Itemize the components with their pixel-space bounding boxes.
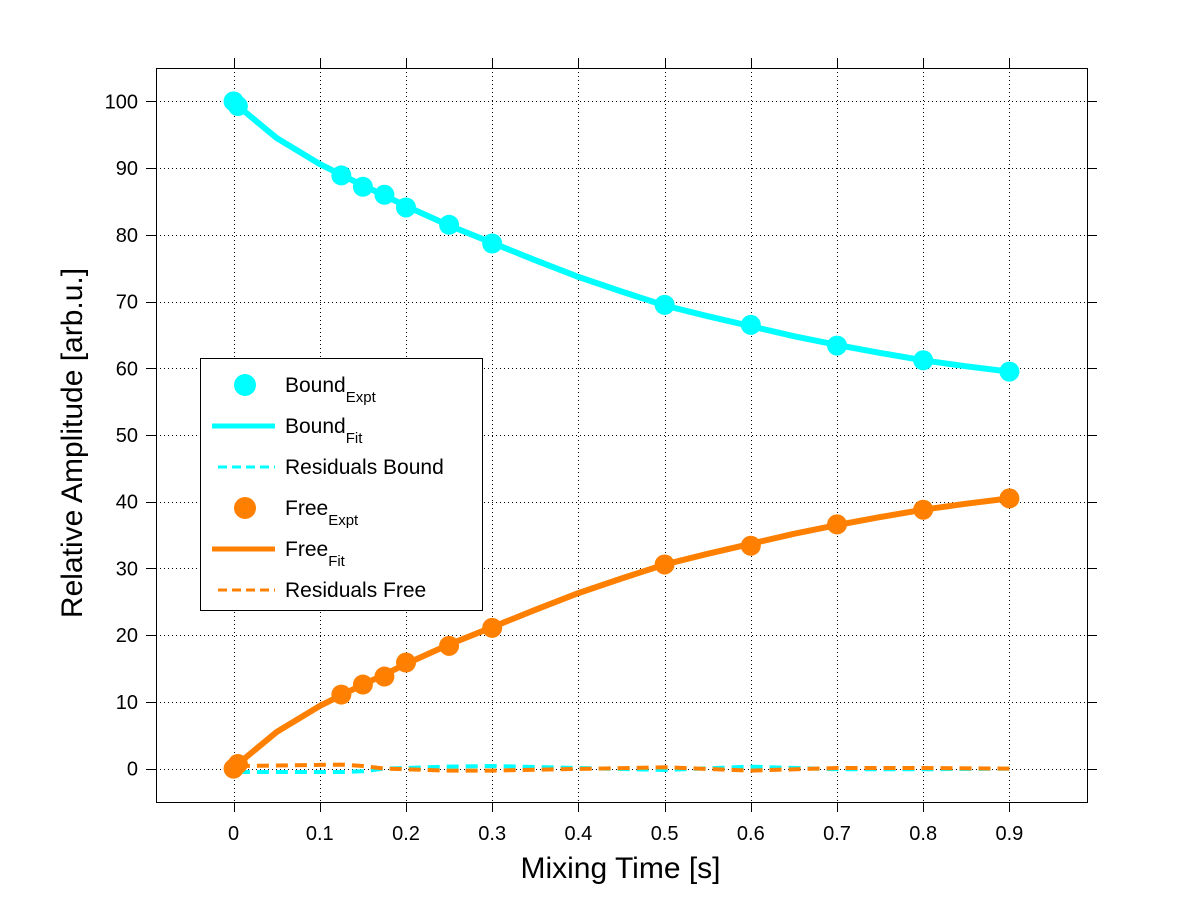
legend-item-residuals-free[interactable]: Residuals Free bbox=[218, 579, 426, 602]
x-tick-label: 0.5 bbox=[651, 823, 679, 845]
data-point bbox=[352, 176, 373, 197]
data-point bbox=[331, 165, 352, 186]
legend-label: BoundFit bbox=[285, 415, 363, 447]
y-tick-label: 80 bbox=[116, 225, 138, 247]
legend-label-subscript: Expt bbox=[328, 512, 359, 529]
data-point bbox=[395, 652, 416, 673]
data-point bbox=[913, 499, 934, 520]
legend-label: Residuals Free bbox=[285, 579, 426, 602]
y-tick-label: 60 bbox=[116, 358, 138, 380]
data-point bbox=[374, 184, 395, 205]
data-point bbox=[227, 96, 248, 117]
legend-label-subscript: Fit bbox=[328, 553, 345, 570]
data-point bbox=[999, 488, 1020, 509]
legend-label-main: Residuals Free bbox=[285, 579, 426, 602]
legend-marker-icon bbox=[234, 374, 256, 396]
y-tick-label: 40 bbox=[116, 492, 138, 514]
data-point bbox=[352, 674, 373, 695]
y-tick-label: 20 bbox=[116, 625, 138, 647]
data-point bbox=[374, 666, 395, 687]
data-point bbox=[482, 617, 503, 638]
legend-label-subscript: Fit bbox=[346, 430, 363, 447]
x-tick-label: 0.1 bbox=[306, 823, 334, 845]
data-point bbox=[331, 684, 352, 705]
legend-box bbox=[200, 358, 483, 611]
x-tick-label: 0 bbox=[228, 823, 239, 845]
series-free-expt bbox=[223, 488, 1020, 779]
legend-label-main: Residuals Bound bbox=[285, 456, 444, 479]
y-tick-label: 70 bbox=[116, 292, 138, 314]
data-point bbox=[913, 350, 934, 371]
legend-item-residuals-bound[interactable]: Residuals Bound bbox=[218, 456, 444, 479]
data-point bbox=[654, 554, 675, 575]
x-tick-label: 0.6 bbox=[737, 823, 765, 845]
series-bound-expt bbox=[223, 91, 1020, 382]
x-tick-label: 0.8 bbox=[909, 823, 937, 845]
y-axis-label: Relative Amplitude [arb.u.] bbox=[56, 268, 89, 618]
ticks bbox=[146, 58, 1097, 812]
data-point bbox=[439, 214, 460, 235]
data-point bbox=[740, 314, 761, 335]
series-residuals-free bbox=[237, 762, 1010, 773]
x-tick-label: 0.2 bbox=[392, 823, 420, 845]
legend-label-main: Free bbox=[285, 538, 328, 561]
legend-item-free-fit[interactable]: FreeFit bbox=[212, 538, 346, 570]
legend-label: Residuals Bound bbox=[285, 456, 444, 479]
legend-item-bound-expt[interactable]: BoundExpt bbox=[234, 374, 377, 406]
x-tick-label: 0.4 bbox=[564, 823, 592, 845]
y-tick-label: 50 bbox=[116, 425, 138, 447]
data-point bbox=[827, 335, 848, 356]
legend-label: FreeFit bbox=[285, 538, 346, 570]
y-tick-label: 100 bbox=[105, 91, 138, 113]
legend-item-free-expt[interactable]: FreeExpt bbox=[234, 497, 359, 529]
series-layer bbox=[223, 91, 1020, 779]
y-tick-label: 0 bbox=[127, 759, 138, 781]
legend-label-main: Bound bbox=[285, 415, 346, 438]
legend-label: BoundExpt bbox=[285, 374, 377, 406]
data-point bbox=[439, 635, 460, 656]
data-point bbox=[654, 294, 675, 315]
x-tick-labels: 0 0.1 0.2 0.3 0.4 0.5 0.6 0.7 0.8 0.9 bbox=[228, 823, 1023, 845]
legend-marker-icon bbox=[234, 497, 256, 519]
y-tick-label: 10 bbox=[116, 692, 138, 714]
data-point bbox=[740, 535, 761, 556]
y-tick-label: 90 bbox=[116, 158, 138, 180]
legend-label-main: Bound bbox=[285, 374, 346, 397]
x-tick-label: 0.3 bbox=[478, 823, 506, 845]
x-axis-label: Mixing Time [s] bbox=[520, 852, 720, 885]
y-tick-labels: 0 10 20 30 40 50 60 70 80 90 100 bbox=[105, 91, 138, 780]
x-tick-label: 0.9 bbox=[996, 823, 1024, 845]
legend-label-subscript: Expt bbox=[346, 389, 377, 406]
legend-item-bound-fit[interactable]: BoundFit bbox=[212, 415, 363, 447]
data-point bbox=[999, 361, 1020, 382]
x-tick-label: 0.7 bbox=[823, 823, 851, 845]
data-point bbox=[482, 233, 503, 254]
data-point bbox=[827, 514, 848, 535]
y-tick-label: 30 bbox=[116, 558, 138, 580]
data-point bbox=[395, 197, 416, 218]
legend-label-main: Free bbox=[285, 497, 328, 520]
data-point bbox=[227, 753, 248, 774]
legend-label: FreeExpt bbox=[285, 497, 359, 529]
